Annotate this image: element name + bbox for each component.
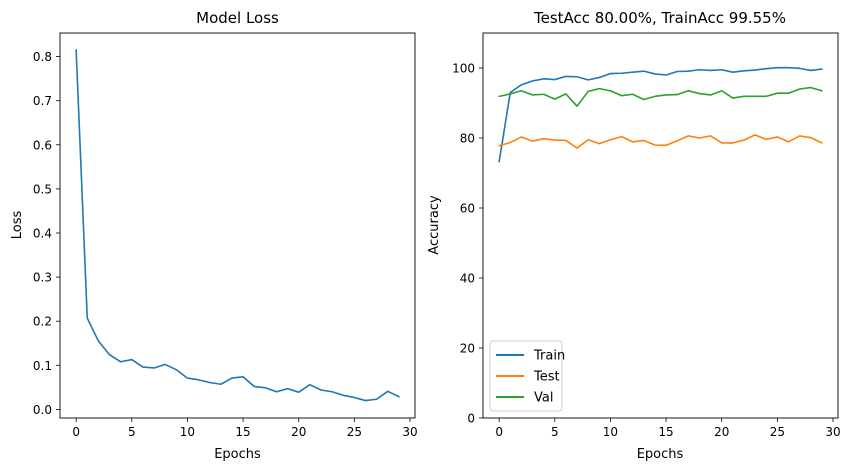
loss-y-tick-label: 0.2 [33, 315, 52, 329]
loss-x-tick-label: 0 [72, 425, 80, 439]
accuracy-y-axis-label: Accuracy [427, 195, 442, 255]
legend-box [489, 340, 563, 412]
loss-chart: Model Loss Epochs Loss 0 5 10 15 20 25 30 0.0 0.… [10, 9, 418, 462]
accuracy-chart-title: TestAcc 80.00%, TrainAcc 99.55% [533, 9, 786, 27]
loss-y-tick-label: 0.6 [33, 138, 52, 152]
series-line-train [498, 66, 823, 163]
accuracy-x-tick-label: 15 [658, 425, 673, 439]
loss-y-tick-label: 0.7 [33, 94, 52, 108]
legend: Train Test Val [489, 340, 565, 412]
loss-y-tick-label: 0.1 [33, 359, 52, 373]
loss-x-tick-label: 5 [128, 425, 136, 439]
series-line-loss [75, 49, 400, 402]
loss-x-tick-label: 15 [235, 425, 250, 439]
loss-x-axis-label: Epochs [214, 447, 261, 462]
accuracy-x-tick-label: 25 [770, 425, 785, 439]
accuracy-y-tick-label: 100 [452, 62, 475, 76]
loss-y-tick-label: 0.8 [33, 50, 52, 64]
accuracy-y-tick-label: 20 [460, 342, 475, 356]
loss-y-tick-label: 0.0 [33, 403, 52, 417]
accuracy-x-tick-label: 30 [825, 425, 840, 439]
accuracy-chart: TestAcc 80.00%, TrainAcc 99.55% Epochs A… [427, 9, 841, 462]
legend-label-train: Train [533, 349, 565, 364]
loss-chart-title: Model Loss [196, 9, 279, 27]
loss-y-axis-label: Loss [10, 211, 25, 240]
accuracy-y-tick-label: 0 [467, 412, 475, 426]
accuracy-plot-frame [482, 32, 839, 419]
legend-label-val: Val [534, 391, 553, 406]
loss-plot-frame [59, 32, 416, 419]
loss-x-tick-label: 10 [180, 425, 195, 439]
loss-x-tick-label: 25 [347, 425, 362, 439]
accuracy-x-tick-label: 10 [603, 425, 618, 439]
series-line-test [498, 134, 823, 149]
loss-x-tick-label: 30 [402, 425, 417, 439]
loss-ticks: 0 5 10 15 20 25 30 0.0 0.1 0.2 0.3 0.4 0.5 0.6 0.7 0.8 [33, 50, 418, 439]
loss-y-tick-label: 0.4 [33, 226, 52, 240]
accuracy-x-tick-label: 5 [551, 425, 559, 439]
accuracy-x-axis-label: Epochs [637, 447, 684, 462]
loss-y-tick-label: 0.3 [33, 271, 52, 285]
loss-lines [75, 49, 400, 402]
accuracy-y-tick-label: 40 [460, 272, 475, 286]
accuracy-x-tick-label: 0 [495, 425, 503, 439]
legend-label-test: Test [533, 370, 560, 385]
accuracy-y-tick-label: 80 [460, 132, 475, 146]
accuracy-x-tick-label: 20 [714, 425, 729, 439]
series-line-val [498, 86, 823, 107]
loss-x-tick-label: 20 [291, 425, 306, 439]
accuracy-lines [498, 66, 823, 163]
loss-y-tick-label: 0.5 [33, 182, 52, 196]
accuracy-y-tick-label: 60 [460, 202, 475, 216]
accuracy-ticks: 0 5 10 15 20 25 30 0 20 40 60 80 100 [452, 62, 841, 440]
